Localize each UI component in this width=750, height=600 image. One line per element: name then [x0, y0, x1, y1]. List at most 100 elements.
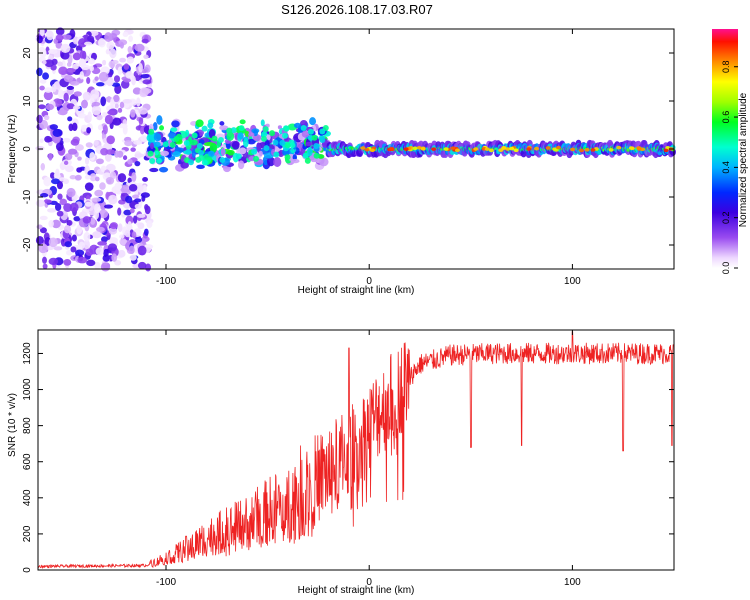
- spectrogram-cell: [305, 141, 313, 147]
- spectrogram-cell: [51, 178, 60, 185]
- spectrogram-cell: [319, 128, 326, 135]
- snr-y-tick-label: 600: [22, 453, 33, 470]
- spectrogram-cell: [636, 147, 642, 151]
- spectrogram-cell: [98, 71, 109, 82]
- spectrogram-cell: [57, 61, 63, 67]
- spectrogram-cell: [87, 35, 95, 42]
- spectrogram-cell: [126, 56, 134, 64]
- spectrogram-cell: [293, 122, 302, 129]
- spectrogram-cell: [117, 223, 123, 233]
- spectrogram-cell: [127, 177, 132, 184]
- spectrogram-cell: [46, 30, 54, 41]
- spectrogram-cell: [117, 207, 122, 216]
- spectrogram-cell: [302, 152, 309, 159]
- spectrogram-cell: [172, 151, 181, 158]
- spectrogram-cell: [160, 150, 170, 157]
- spectrogram-cell: [106, 135, 115, 145]
- spectrogram-cell: [156, 115, 163, 125]
- spectrogram-cell: [369, 148, 375, 153]
- spectrogram-cell: [55, 168, 60, 177]
- spectrogram-cell: [207, 122, 214, 129]
- spectrogram-cell: [91, 197, 102, 202]
- spectrogram-cell: [238, 125, 245, 132]
- spectrogram-cell: [237, 160, 245, 170]
- spectrogram-cell: [109, 48, 117, 59]
- spectrogram-cell: [246, 138, 256, 145]
- spectrogram-cell: [48, 49, 58, 55]
- spectrogram-cell: [46, 137, 54, 142]
- spectrogram-cell: [63, 92, 69, 102]
- spectrogram-cell: [96, 226, 105, 232]
- spectrogram-cell: [59, 198, 68, 206]
- spectrogram-cell: [66, 103, 75, 110]
- spectrogram-cell: [272, 139, 279, 146]
- spectrogram-cell: [44, 87, 53, 93]
- spectrogram-cell: [98, 209, 109, 219]
- spectrogram-cell: [107, 243, 117, 252]
- spectrogram-cell: [102, 112, 108, 118]
- spectrogram-cell: [133, 139, 143, 145]
- spectrogram-cell: [43, 199, 53, 204]
- spectrogram-cell: [102, 59, 107, 66]
- spectrogram-cell: [140, 135, 148, 142]
- spectrogram-cell: [69, 174, 77, 180]
- colorbar-tick-label: 0.4: [721, 161, 731, 174]
- snr-x-label: Height of straight line (km): [298, 585, 415, 596]
- spectrogram-cell: [262, 126, 269, 133]
- spectrogram-cell: [209, 142, 218, 153]
- spectrogram-cell: [142, 79, 152, 85]
- spectrogram-cell: [86, 127, 92, 134]
- spectrogram-cell: [48, 237, 58, 248]
- spectrogram-cell: [64, 153, 73, 161]
- spectrogram-cell: [100, 96, 107, 107]
- spectrogram-cell: [49, 172, 56, 179]
- spectrogram-cell: [134, 203, 142, 209]
- spectrogram-cell: [119, 41, 124, 49]
- spectrogram-cell: [81, 99, 88, 109]
- spectrogram-cell: [238, 147, 247, 155]
- spectrogram-cell: [91, 105, 102, 116]
- spectrogram-cell: [513, 148, 519, 153]
- spectrogram-cell: [36, 114, 43, 124]
- spectrogram-cell: [39, 85, 45, 91]
- spectrogram-cell: [87, 111, 92, 121]
- spectrogram-cell: [122, 98, 132, 104]
- spectrogram-cell: [141, 38, 149, 44]
- spectrogram-cell: [48, 219, 54, 228]
- spectrogram-cell: [304, 157, 311, 164]
- spectrogram-cell: [136, 184, 144, 192]
- spectrogram-cell: [55, 142, 64, 152]
- spectrogram-cell: [301, 130, 309, 138]
- spectrogram-cell: [129, 208, 135, 214]
- spectrogram-cell: [38, 243, 48, 254]
- spectrogram-cell: [100, 148, 109, 156]
- spectrogram-cell: [86, 259, 96, 267]
- spectrogram-cell: [185, 148, 192, 155]
- spectrogram-cell: [360, 146, 366, 150]
- spectrogram-cell: [149, 167, 159, 173]
- snr-frame: [37, 329, 675, 571]
- spectrogram-cell: [71, 234, 77, 242]
- snr-background: [38, 330, 674, 570]
- spectrogram-cell: [63, 160, 69, 166]
- spectrogram-cell: [113, 75, 121, 83]
- spectrogram-cell: [38, 104, 46, 110]
- spectrogram-cell: [119, 101, 125, 109]
- spectrogram-cell: [131, 231, 137, 239]
- spectrogram-cell: [149, 142, 155, 150]
- spectrogram-cell: [120, 184, 131, 194]
- spectrogram-cell: [49, 124, 59, 130]
- spectrogram-cell: [110, 97, 115, 108]
- snr-y-tick-label: 1000: [22, 378, 33, 401]
- spectrogram-cell: [158, 166, 169, 173]
- spectrogram-cell: [141, 87, 152, 94]
- spectrogram-cell: [108, 227, 118, 235]
- spectrogram-cell: [117, 66, 123, 76]
- spectrogram-cell: [136, 213, 146, 218]
- spectrogram-cell: [300, 125, 307, 132]
- spectrogram-cell: [140, 192, 150, 198]
- spectrogram-cell: [570, 147, 576, 152]
- spectrogram-cell: [67, 148, 78, 155]
- spectrogram-cell: [71, 196, 77, 202]
- spectrogram-cell: [113, 94, 120, 103]
